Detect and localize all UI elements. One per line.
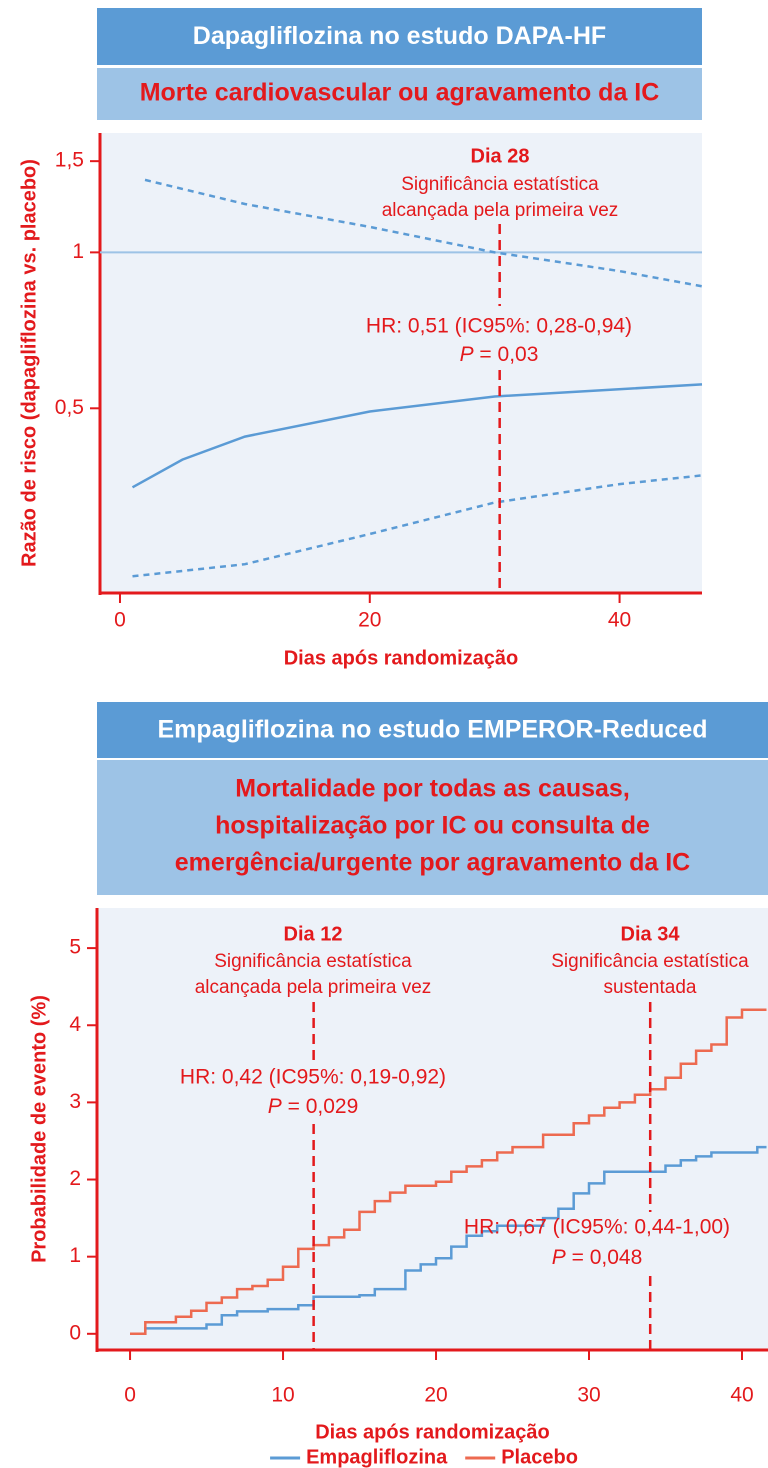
y-tick-label: 1 [69, 1244, 81, 1267]
x-tick-label: 40 [608, 609, 631, 632]
chart-subtitle: emergência/urgente por agravamento da IC [175, 849, 690, 877]
annotation-title: Dia 12 [284, 923, 343, 945]
y-tick-label: 2 [69, 1167, 81, 1190]
y-tick-label: 5 [69, 936, 81, 959]
p-symbol: P [460, 343, 474, 366]
legend-label: Placebo [501, 1446, 578, 1468]
hazard-ratio: HR: 0,51 (IC95%: 0,28-0,94) [366, 315, 632, 338]
annotation-title: Dia 28 [471, 145, 530, 167]
step-line [130, 1145, 767, 1336]
annotation-text: Significância estatística [214, 951, 412, 972]
y-tick-label: 1 [72, 240, 84, 263]
x-tick-label: 40 [730, 1384, 753, 1407]
plot-area [97, 908, 768, 1350]
annotation-text: Significância estatística [551, 951, 749, 972]
p-value-text: = 0,029 [282, 1095, 358, 1118]
p-symbol: P [268, 1095, 282, 1118]
x-axis-label: Dias após randomização [284, 647, 519, 669]
chart-title: Empagliflozina no estudo EMPEROR-Reduced [157, 716, 707, 744]
p-value: P = 0,029 [268, 1095, 359, 1118]
y-axis-label: Probabilidade de evento (%) [28, 995, 50, 1263]
x-tick-label: 20 [424, 1384, 447, 1407]
y-tick-label: 4 [69, 1013, 81, 1036]
x-tick-label: 0 [114, 609, 126, 632]
title-box [97, 8, 702, 65]
annotation-text: alcançada pela primeira vez [382, 200, 619, 221]
data-line [132, 474, 703, 578]
p-value-text: = 0,048 [566, 1246, 642, 1269]
title-box [97, 702, 768, 758]
y-tick-label: 0 [69, 1321, 81, 1344]
annotation-text: Significância estatística [401, 174, 599, 195]
y-axis-label: Razão de risco (dapagliflozina vs. place… [18, 159, 40, 567]
plot-area [100, 133, 702, 593]
hazard-ratio: HR: 0,67 (IC95%: 0,44-1,00) [464, 1216, 730, 1239]
x-tick-label: 20 [358, 609, 381, 632]
chart-subtitle: hospitalização por IC ou consulta de [215, 812, 650, 840]
hazard-ratio: HR: 0,42 (IC95%: 0,19-0,92) [180, 1066, 446, 1089]
legend-label: Empagliflozina [306, 1446, 448, 1468]
subtitle-box [97, 760, 768, 895]
data-line [144, 178, 703, 288]
x-axis-label: Dias após randomização [315, 1421, 550, 1443]
y-tick-label: 0,5 [55, 396, 84, 419]
p-value: P = 0,03 [460, 343, 539, 366]
y-tick-label: 1,5 [55, 149, 84, 172]
annotation-title: Dia 34 [621, 923, 681, 945]
p-symbol: P [552, 1246, 566, 1269]
p-value: P = 0,048 [552, 1246, 643, 1269]
data-line [131, 383, 703, 489]
chart-title: Dapagliflozina no estudo DAPA-HF [193, 22, 606, 50]
step-line [130, 1008, 767, 1336]
legend: Empagliflozina Placebo [270, 1446, 578, 1468]
x-tick-label: 30 [577, 1384, 600, 1407]
chart-subtitle: Mortalidade por todas as causas, [235, 775, 630, 803]
x-tick-label: 0 [124, 1384, 136, 1407]
subtitle-box [97, 68, 702, 120]
p-value-text: = 0,03 [474, 343, 539, 366]
y-tick-label: 3 [69, 1090, 81, 1113]
x-tick-label: 10 [271, 1384, 294, 1407]
chart-subtitle: Morte cardiovascular ou agravamento da I… [140, 79, 660, 107]
annotation-text: alcançada pela primeira vez [195, 977, 432, 998]
annotation-text: sustentada [604, 977, 697, 998]
